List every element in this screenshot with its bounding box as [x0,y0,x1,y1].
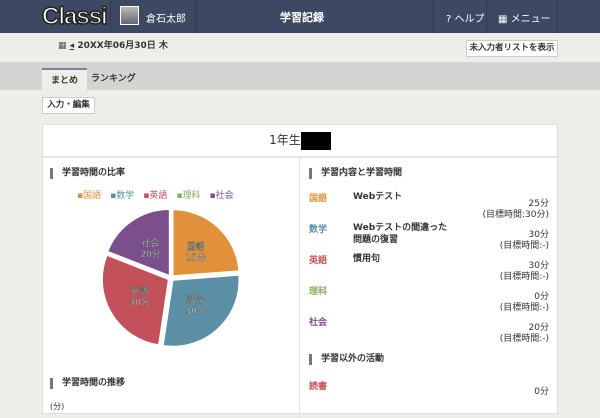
subject-name: 理科 [309,287,328,297]
study-content: Webテストの間違った問題の復習 [353,223,448,245]
date-label: 20XX年06月30日 木 [77,41,168,51]
tab-summary[interactable]: まとめ [42,68,88,90]
target-time: (目標時間:-) [499,272,549,282]
pie-label: 30分 [185,306,205,317]
study-time: 20分 (目標時間:-) [499,323,549,344]
subject-name: 数学 [309,225,328,235]
pie-label: 社会 [142,237,160,249]
ratio-heading: 学習時間の比率 [50,168,125,179]
menu-button[interactable]: ▦ メニュー [498,10,551,25]
study-time: 25分 (目標時間:30分) [482,199,549,220]
divider [486,0,487,33]
pie-legend: ▪国語 ▪数学 ▪英語 ▪理科 ▪社会 [77,188,234,201]
study-time: 0分 (目標時間:-) [499,292,549,313]
activity-time: 0分 [534,387,549,397]
divider [195,0,196,33]
pie-label: 20分 [140,249,160,260]
study-time: 30分 (目標時間:-) [499,261,549,282]
target-time: (目標時間:-) [499,303,549,313]
divider [110,0,111,33]
help-button[interactable]: ? ヘルプ [446,14,485,25]
pie-slice-社会[interactable] [107,209,170,277]
target-time: (目標時間:30分) [482,210,549,220]
pie-label: 国語 [187,240,205,252]
legend-item[interactable]: ▪理科 [176,191,201,201]
study-time: 30分 (目標時間:-) [499,230,549,251]
class-title: 1年生 [43,125,557,158]
legend-item[interactable]: ▪数学 [110,191,135,201]
divider [433,0,434,33]
target-time: (目標時間:-) [499,241,549,251]
pie-label: 30分 [129,297,149,308]
trend-heading: 学習時間の推移 [50,378,125,389]
activity-name: 読書 [309,382,328,392]
pie-label: 英語 [131,285,149,297]
pie-label: 25分 [185,252,205,263]
legend-item[interactable]: ▪英語 [143,191,168,201]
menu-label: メニュー [510,14,551,25]
user-name[interactable]: 倉石太郎 [146,14,186,25]
content-heading: 学習内容と学習時間 [309,168,402,179]
show-unentered-list-button[interactable]: 未入力者リストを表示 [466,40,558,57]
pie-label: 数学 [187,294,205,306]
subject-name: 社会 [309,318,328,328]
calendar-icon[interactable]: ▦ [58,41,67,51]
pie-slice-国語[interactable] [172,209,240,277]
study-content: Webテスト [353,192,403,202]
pie-slice-英語[interactable] [101,254,169,346]
subject-name: 国語 [309,194,328,204]
grid-icon: ▦ [498,14,511,25]
column-divider [299,158,300,418]
study-content: 慣用句 [353,254,381,264]
subject-name: 英語 [309,256,328,266]
target-time: (目標時間:-) [499,334,549,344]
page-title: 学習記録 [280,11,324,24]
redacted-name [300,131,331,150]
classi-logo[interactable]: Classi [41,2,108,31]
input-edit-button[interactable]: 入力・編集 [42,97,95,114]
tab-bar [0,62,600,90]
summary-card: 1年生 学習時間の比率 ▪国語 ▪数学 ▪英語 ▪理科 ▪社会 国語 25分 数学 30分 英語… [42,124,558,418]
other-heading: 学習以外の活動 [309,354,384,365]
top-header: Classi 倉石太郎 学習記録 ? ヘルプ ▦ メニュー [0,0,600,33]
avatar [120,6,139,25]
date-selector[interactable]: ▦ ◂ 20XX年06月30日 木 [58,38,168,51]
pie-slice-数学[interactable] [162,274,240,347]
divider [557,0,558,33]
legend-item[interactable]: ▪国語 [77,191,102,201]
prev-day-button[interactable]: ◂ [69,41,75,51]
tab-ranking[interactable]: ランキング [91,74,136,84]
legend-item[interactable]: ▪社会 [209,191,234,201]
